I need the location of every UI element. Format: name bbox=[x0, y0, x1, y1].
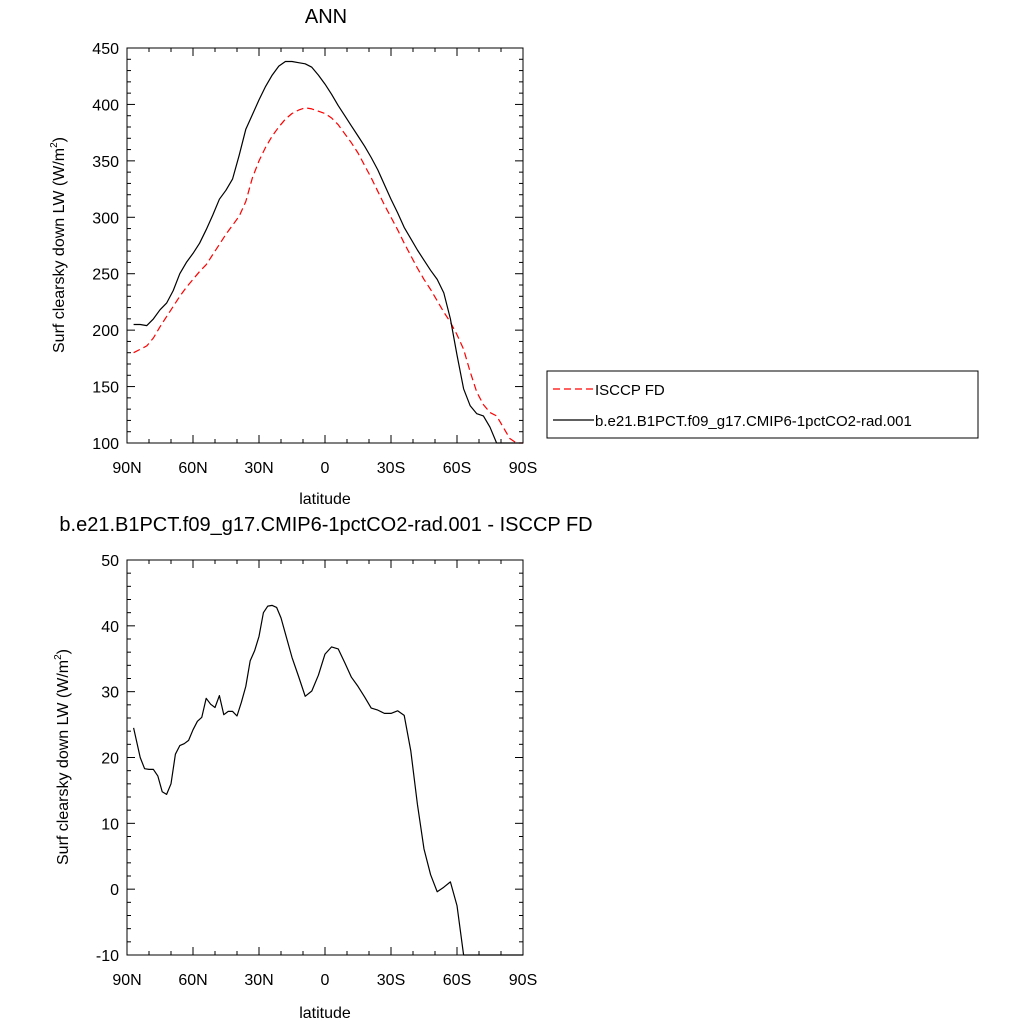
bottom-x-tick-label: 60N bbox=[178, 972, 207, 989]
top-x-tick-label: 30N bbox=[244, 460, 273, 477]
bottom-x-tick-label: 90S bbox=[509, 972, 537, 989]
top-chart-title: ANN bbox=[305, 6, 347, 28]
legend-box bbox=[546, 370, 979, 439]
bottom-y-axis-unit-base: W/m bbox=[55, 660, 72, 693]
bottom-series-group bbox=[133, 604, 523, 956]
top-plot-frame bbox=[126, 47, 524, 444]
bottom-y-axis: -10 0 10 20 30 40 50 bbox=[96, 553, 523, 965]
bottom-y-tick-label: 50 bbox=[101, 553, 119, 570]
top-x-tick-label: 60N bbox=[178, 460, 207, 477]
bottom-x-axis-label: latitude bbox=[299, 1005, 351, 1022]
bottom-y-axis-unit-close: ) bbox=[55, 649, 72, 654]
top-y-axis-unit-close: ) bbox=[51, 137, 68, 142]
top-x-tick-label: 30S bbox=[377, 460, 405, 477]
top-y-tick-label: 450 bbox=[92, 41, 119, 58]
bottom-y-axis-label-text: Surf clearsky down LW bbox=[55, 702, 72, 865]
top-y-tick-label: 250 bbox=[92, 267, 119, 284]
bottom-x-tick-label: 60S bbox=[443, 972, 471, 989]
bottom-y-tick-label: 20 bbox=[101, 751, 119, 768]
bottom-x-tick-label: 0 bbox=[321, 972, 330, 989]
top-series-line-0 bbox=[133, 107, 523, 444]
bottom-y-tick-label: 0 bbox=[110, 882, 119, 899]
top-x-axis: 90N 60N 30N 0 30S 60S 90S bbox=[112, 48, 537, 477]
legend-label-isccp: ISCCP FD bbox=[595, 382, 665, 399]
top-x-tick-label: 0 bbox=[321, 460, 330, 477]
bottom-x-tick-label: 90N bbox=[112, 972, 141, 989]
bottom-x-axis: 90N 60N 30N 0 30S 60S 90S bbox=[112, 560, 537, 989]
top-y-tick-label: 400 bbox=[92, 97, 119, 114]
bottom-y-axis-label: Surf clearsky down LW (W/m2) bbox=[53, 649, 72, 865]
bottom-y-axis-unit-exp: 2 bbox=[53, 654, 64, 660]
bottom-chart-title: b.e21.B1PCT.f09_g17.CMIP6-1pctCO2-rad.00… bbox=[59, 514, 592, 536]
top-x-tick-label: 90N bbox=[112, 460, 141, 477]
bottom-y-tick-label: 30 bbox=[101, 685, 119, 702]
top-x-tick-label: 90S bbox=[509, 460, 537, 477]
top-y-tick-label: 100 bbox=[92, 436, 119, 453]
top-series-group bbox=[133, 60, 523, 444]
bottom-y-tick-label: 10 bbox=[101, 816, 119, 833]
bottom-y-tick-label: -10 bbox=[96, 948, 119, 965]
top-y-axis-label: Surf clearsky down LW (W/m2) bbox=[49, 137, 68, 353]
bottom-x-tick-label: 30N bbox=[244, 972, 273, 989]
legend-label-model: b.e21.B1PCT.f09_g17.CMIP6-1pctCO2-rad.00… bbox=[595, 413, 912, 430]
top-y-tick-label: 150 bbox=[92, 380, 119, 397]
bottom-x-tick-label: 30S bbox=[377, 972, 405, 989]
legend: ISCCP FD b.e21.B1PCT.f09_g17.CMIP6-1pctC… bbox=[546, 370, 979, 439]
top-series-line-1 bbox=[133, 60, 523, 444]
top-x-tick-label: 60S bbox=[443, 460, 471, 477]
top-panel: ANN 100 150 200 250 300 350 400 450 90N 60N 30N 0 3… bbox=[49, 6, 537, 508]
top-y-tick-label: 350 bbox=[92, 154, 119, 171]
top-y-axis-unit-exp: 2 bbox=[49, 142, 60, 148]
top-x-axis-label: latitude bbox=[299, 491, 351, 508]
top-y-tick-label: 200 bbox=[92, 323, 119, 340]
top-y-axis: 100 150 200 250 300 350 400 450 bbox=[92, 41, 523, 453]
bottom-series-line-0 bbox=[133, 604, 523, 956]
top-y-axis-label-text: Surf clearsky down LW bbox=[51, 190, 68, 353]
top-y-tick-label: 300 bbox=[92, 210, 119, 227]
bottom-plot-frame bbox=[126, 559, 524, 956]
bottom-panel: b.e21.B1PCT.f09_g17.CMIP6-1pctCO2-rad.00… bbox=[53, 514, 593, 1022]
bottom-y-tick-label: 40 bbox=[101, 619, 119, 636]
top-y-axis-unit-base: W/m bbox=[51, 148, 68, 181]
bottom-y-axis-unit-open: ( bbox=[55, 692, 72, 698]
top-y-axis-unit-open: ( bbox=[51, 180, 68, 186]
